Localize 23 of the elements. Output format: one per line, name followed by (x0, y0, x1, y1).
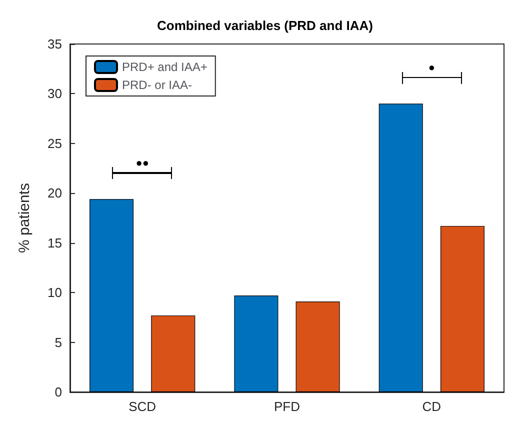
x-tick-label: CD (422, 399, 442, 414)
legend-label: PRD- or IAA- (122, 78, 192, 92)
bar (151, 315, 196, 392)
bar (378, 104, 423, 392)
bar (90, 199, 134, 392)
legend-label: PRD+ and IAA+ (122, 60, 208, 74)
bar (296, 302, 340, 392)
y-tick-label: 25 (48, 136, 62, 151)
y-tick-label: 10 (48, 285, 62, 300)
y-tick-label: 5 (54, 334, 62, 350)
y-tick-label: 35 (48, 36, 62, 52)
x-tick-label: PFD (274, 399, 300, 414)
y-tick-label: 15 (48, 235, 62, 250)
bar (234, 296, 278, 392)
x-tick-label: SCD (128, 399, 156, 414)
bar (440, 226, 484, 392)
y-tick-label: 0 (54, 384, 62, 400)
y-tick-label: 20 (48, 186, 62, 201)
annotation: ●● (136, 158, 149, 170)
annotation: ● (428, 62, 435, 74)
chart-title: Combined variables (PRD and IAA) (157, 18, 373, 33)
y-axis-title: % patients (16, 182, 33, 254)
y-tick-label: 30 (48, 86, 62, 102)
